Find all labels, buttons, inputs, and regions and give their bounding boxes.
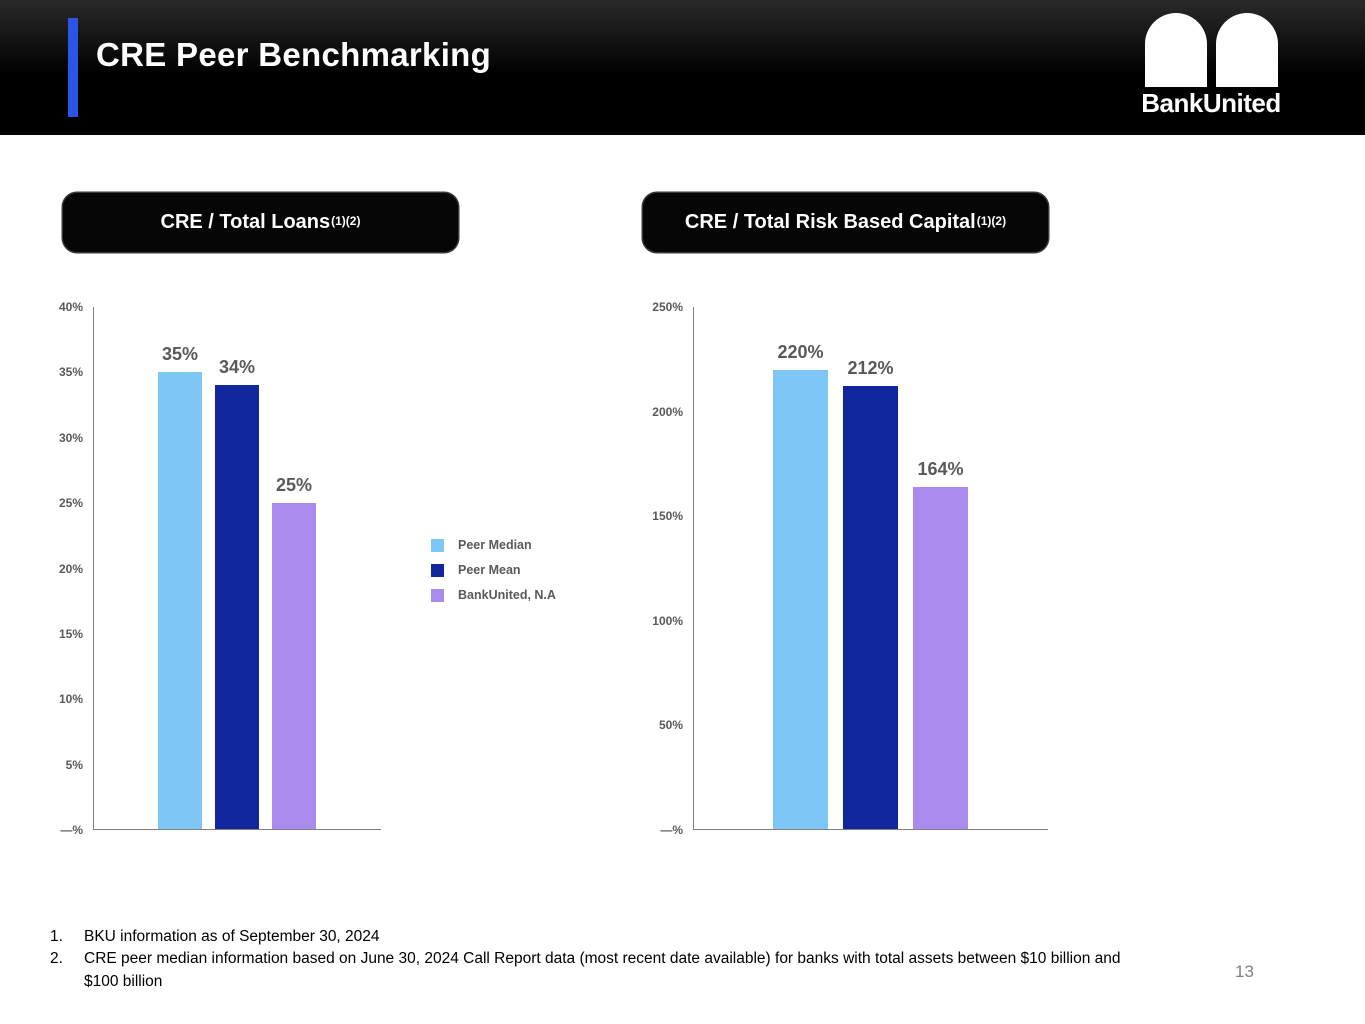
y-tick-label: 50% xyxy=(658,718,683,733)
legend-item-bankunited-na: BankUnited, N.A xyxy=(431,588,556,602)
legend-item-peer-median: Peer Median xyxy=(431,538,556,552)
bankunited-wordmark: BankUnited xyxy=(1141,88,1281,118)
footnote-text: CRE peer median information based on Jun… xyxy=(84,950,1121,990)
chart-title-cre-total-loans: CRE / Total Loans (1)(2) xyxy=(63,193,458,252)
footnote-1: 1. BKU information as of September 30, 2… xyxy=(50,926,1158,948)
plot-area: 35% 34% 25% xyxy=(93,307,381,830)
legend-label: Peer Mean xyxy=(458,563,521,577)
y-tick-label: 100% xyxy=(652,613,683,628)
bankunited-arches-icon xyxy=(1133,13,1289,87)
chart-cre-total-loans: 40% 35% 30% 25% 20% 15% 10% 5% —% 35% 34% 25% xyxy=(40,300,381,837)
chart-title-cre-total-risk-based-capital: CRE / Total Risk Based Capital (1)(2) xyxy=(643,193,1048,252)
bar-value-label: 35% xyxy=(161,344,199,365)
plot-area: 220% 212% 164% xyxy=(693,307,1048,830)
y-tick-label: 250% xyxy=(652,300,683,314)
y-axis-labels: 40% 35% 30% 25% 20% 15% 10% 5% —% xyxy=(40,300,93,837)
bankunited-logo: BankUnited xyxy=(1133,13,1289,119)
bar-value-label: 164% xyxy=(917,458,964,479)
bar-peer-mean: 34% xyxy=(215,357,259,829)
chip-title-text: CRE / Total Risk Based Capital xyxy=(684,211,976,233)
bar-peer-mean: 212% xyxy=(843,358,898,829)
y-tick-label: —% xyxy=(60,823,83,837)
footnotes: 1. BKU information as of September 30, 2… xyxy=(50,926,1158,993)
page-title: CRE Peer Benchmarking xyxy=(96,36,492,73)
y-tick-label: 10% xyxy=(58,692,83,707)
y-tick-label: 5% xyxy=(65,757,83,772)
page-number: 13 xyxy=(1235,962,1254,981)
y-tick-label: 15% xyxy=(58,626,83,641)
header: CRE Peer Benchmarking BankUnited xyxy=(0,0,1365,135)
footnote-2: 2. CRE peer median information based on … xyxy=(50,948,1158,993)
bar-value-label: 34% xyxy=(218,357,256,378)
bar-bankunited-n-a: 25% xyxy=(272,475,316,829)
chip-title-superscript: (1)(2) xyxy=(976,213,1007,228)
chart-cre-total-risk-based-capital: 250% 200% 150% 100% 50% —% 220% 212% 164% xyxy=(640,300,1048,837)
bar-bankunited-n-a: 164% xyxy=(913,459,968,829)
chip-title-text: CRE / Total Loans xyxy=(160,211,331,233)
logo-arch-left xyxy=(1144,13,1207,87)
chip-title-superscript: (1)(2) xyxy=(331,213,361,228)
legend-swatch-bankunited-na xyxy=(431,588,444,602)
legend-swatch-peer-median xyxy=(431,538,444,552)
legend-label: Peer Median xyxy=(458,538,532,552)
y-tick-label: 150% xyxy=(652,509,683,524)
y-tick-label: 20% xyxy=(58,561,83,576)
y-tick-label: 200% xyxy=(652,404,683,419)
bar-value-label: 212% xyxy=(847,358,894,379)
header-accent-bar xyxy=(68,18,78,117)
footnote-number: 2. xyxy=(50,950,63,968)
legend-item-peer-mean: Peer Mean xyxy=(431,563,556,577)
footnote-text: BKU information as of September 30, 2024 xyxy=(84,928,380,945)
legend-label: BankUnited, N.A xyxy=(458,588,556,602)
legend-swatch-peer-mean xyxy=(431,563,444,577)
bar-peer-median: 35% xyxy=(158,344,202,829)
y-tick-label: —% xyxy=(660,823,683,837)
y-tick-label: 35% xyxy=(58,365,83,380)
logo-arch-right xyxy=(1215,13,1278,87)
chart-legend: Peer Median Peer Mean BankUnited, N.A xyxy=(431,538,556,602)
bar-value-label: 25% xyxy=(275,474,313,495)
bar-value-label: 220% xyxy=(777,341,824,362)
y-tick-label: 40% xyxy=(58,300,83,314)
y-tick-label: 30% xyxy=(58,430,83,445)
y-axis-labels: 250% 200% 150% 100% 50% —% xyxy=(640,300,693,837)
footnote-number: 1. xyxy=(50,928,63,945)
y-tick-label: 25% xyxy=(58,496,83,511)
bar-peer-median: 220% xyxy=(773,342,828,829)
